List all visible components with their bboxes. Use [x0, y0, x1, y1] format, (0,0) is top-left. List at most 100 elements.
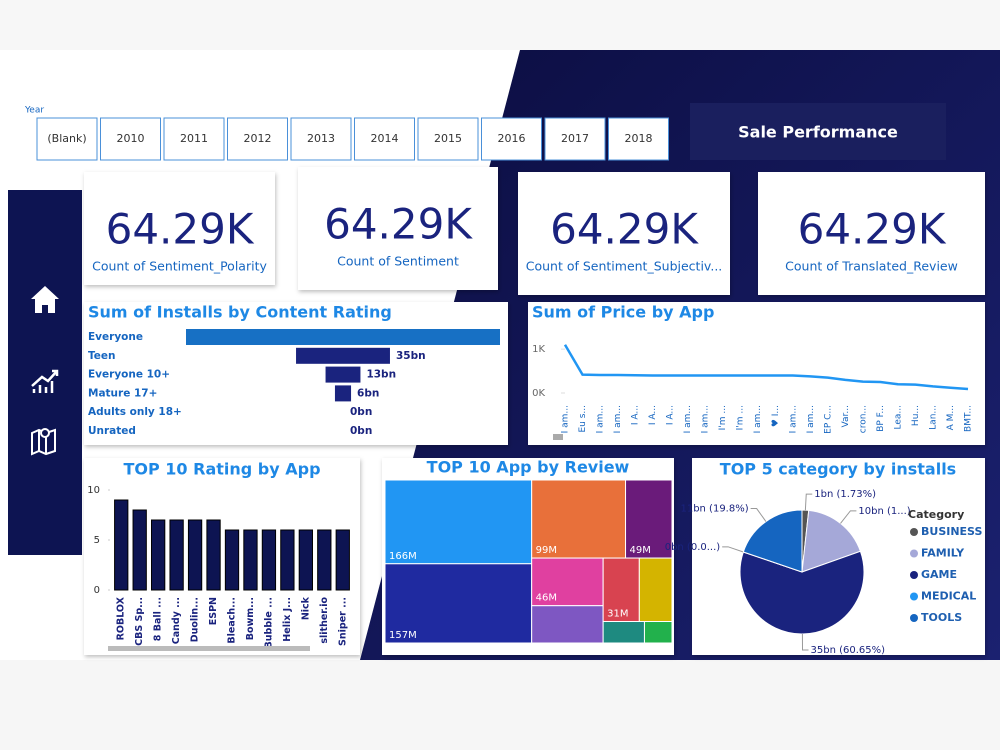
sale-performance-button[interactable] [690, 103, 946, 160]
category-label: Teen [88, 350, 116, 362]
chart-title: TOP 5 category by installs [720, 460, 956, 479]
value-label: 99M [536, 545, 557, 556]
value-label: 35bn (60.65%) [811, 645, 886, 656]
treemap-tile [384, 563, 533, 644]
bottom-strip [0, 660, 1000, 750]
slicer-button[interactable] [608, 117, 669, 161]
panel [298, 167, 498, 290]
home-icon[interactable] [31, 286, 59, 313]
x-tick-label: Hu... [911, 405, 921, 426]
panel [518, 172, 730, 295]
value-label: 1bn (1.73%) [814, 489, 876, 500]
slicer-button[interactable] [163, 117, 225, 161]
x-tick-label: I A... [648, 405, 658, 425]
funnel-bar [334, 385, 352, 402]
bar [317, 529, 332, 591]
bar [224, 529, 240, 591]
slicer-option[interactable]: 2015 [434, 132, 462, 145]
x-tick-label: Nick [300, 596, 311, 620]
legend-label: BUSINESS [921, 525, 982, 538]
leader-line [804, 493, 813, 511]
chart-title: TOP 10 App by Review [427, 458, 630, 477]
x-tick-label: BP F... [876, 405, 886, 432]
treemap-tile [602, 620, 645, 644]
x-tick-label: Sniper ... [337, 597, 348, 646]
legend-label: MEDICAL [921, 590, 976, 603]
category-label: Everyone 10+ [88, 369, 170, 381]
value-label: 166M [389, 551, 417, 562]
slicer-button[interactable] [354, 117, 415, 161]
x-tick-label: Candy ... [171, 597, 182, 644]
treemap-tile [602, 557, 640, 622]
bar [132, 509, 147, 591]
panel [528, 302, 985, 445]
slicer-button[interactable] [100, 117, 161, 161]
bar [114, 499, 129, 591]
slicer-option[interactable]: 2012 [244, 132, 272, 145]
x-tick-label: Var... [841, 405, 851, 427]
leader-line [722, 546, 744, 553]
scrollbar [553, 434, 563, 440]
x-tick-label: ♥ I... [771, 405, 781, 427]
card-label: Count of Sentiment_Polarity [92, 259, 267, 274]
slicer-option[interactable]: 2010 [117, 132, 145, 145]
slicer-button[interactable] [417, 117, 479, 161]
bar [261, 529, 277, 591]
bar [243, 529, 258, 591]
chart-icon[interactable] [31, 369, 59, 393]
y-tick-label: 0K [532, 388, 545, 399]
slicer-button[interactable] [36, 117, 98, 161]
leader-line [840, 510, 857, 524]
sale-performance-text[interactable]: Sale Performance [738, 123, 898, 142]
value-label: 0bn [350, 406, 372, 418]
pie-slice [739, 550, 865, 635]
x-tick-label: Lea... [893, 405, 903, 430]
slicer-option[interactable]: 2018 [625, 132, 653, 145]
chart-title: Sum of Price by App [532, 303, 714, 322]
x-tick-label: I am... [753, 405, 763, 433]
card-value: 64.29K [550, 205, 699, 254]
category-label: Unrated [88, 425, 136, 437]
slicer-button[interactable] [544, 117, 606, 161]
x-tick-label: ESPN [208, 597, 219, 625]
value-label: 0bn (0.0...) [665, 542, 721, 553]
slicer-option[interactable]: 2017 [561, 132, 589, 145]
scrollbar [108, 646, 310, 651]
x-tick-label: BMT... [964, 405, 974, 432]
slicer-button[interactable] [290, 117, 352, 161]
chart-title: Sum of Installs by Content Rating [88, 303, 392, 322]
x-tick-label: ROBLOX [116, 596, 127, 640]
category-label: Everyone [88, 331, 143, 343]
x-tick-label: Bubble ... [263, 597, 274, 648]
x-tick-label: I am... [806, 405, 816, 433]
x-tick-label: slither.io [319, 597, 330, 644]
treemap-tile [384, 479, 533, 565]
slicer-button[interactable] [481, 117, 542, 161]
x-tick-label: I'm ... [718, 405, 728, 430]
slicer-option[interactable]: 2014 [371, 132, 399, 145]
x-tick-label: I am... [701, 405, 711, 433]
card-label: Count of Translated_Review [785, 259, 958, 274]
x-tick-label: I am... [596, 405, 606, 433]
x-tick-label: Duolin... [190, 597, 201, 642]
legend-label: GAME [921, 568, 957, 581]
line [563, 344, 969, 391]
value-label: 157M [389, 630, 417, 641]
pie-slice [801, 509, 862, 573]
map-icon[interactable] [31, 428, 56, 456]
slicer-button[interactable] [227, 117, 288, 161]
card-value: 64.29K [798, 205, 947, 254]
slicer-option[interactable]: (Blank) [47, 132, 86, 145]
x-tick-label: cron... [858, 405, 868, 433]
legend-swatch [910, 571, 918, 579]
x-tick-label: I am... [613, 405, 623, 433]
funnel-bar [325, 366, 361, 383]
x-tick-label: Bowm... [245, 597, 256, 640]
leader-line [801, 633, 809, 651]
slicer-option[interactable]: 2016 [498, 132, 526, 145]
treemap-tile [638, 557, 673, 622]
slicer-option[interactable]: 2013 [307, 132, 335, 145]
slicer-option[interactable]: 2011 [180, 132, 208, 145]
x-tick-label: CBS Sp... [134, 597, 145, 646]
